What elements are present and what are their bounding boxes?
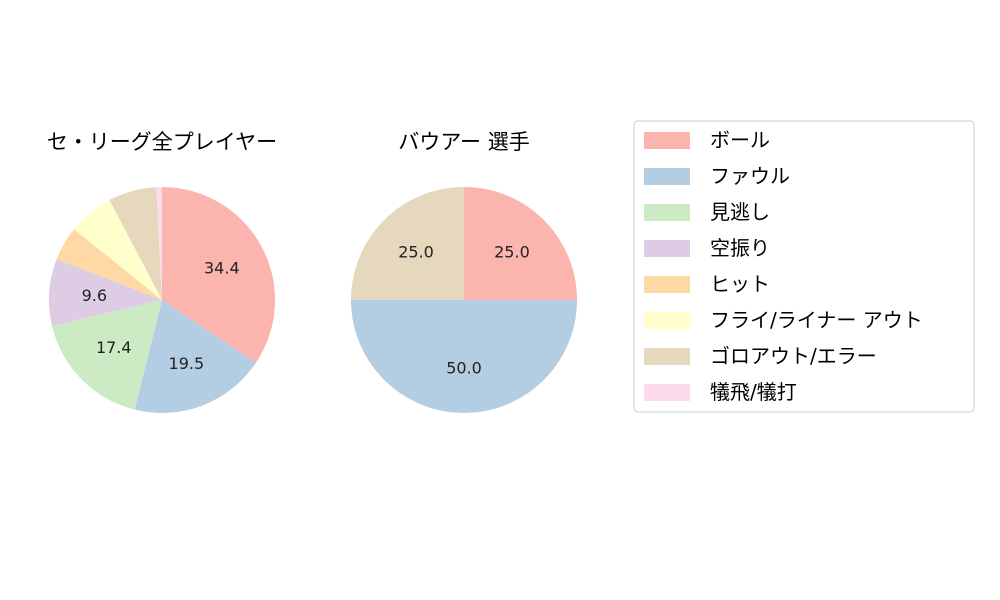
chart-title-league: セ・リーグ全プレイヤー xyxy=(47,130,277,154)
legend-swatch-0 xyxy=(644,132,690,149)
legend-label-0: ボール xyxy=(710,128,770,152)
slices-league xyxy=(49,187,275,413)
pie-slice-league-4 xyxy=(56,229,162,300)
slice-label-league-0: 34.4 xyxy=(204,259,240,278)
slice-label-league-1: 19.5 xyxy=(169,354,205,373)
slice-label-player-1: 50.0 xyxy=(446,358,482,377)
legend-swatch-6 xyxy=(644,348,690,365)
slice-label-player-6: 25.0 xyxy=(398,243,434,262)
slice-label-league-3: 9.6 xyxy=(82,286,107,305)
labels-player: 25.0 50.0 25.0 xyxy=(398,243,530,378)
pie-slice-player-1 xyxy=(351,300,577,413)
chart-title-player: バウアー 選手 xyxy=(398,130,529,154)
legend-label-7: 犠飛/犠打 xyxy=(710,380,797,404)
legend-swatch-7 xyxy=(644,384,690,401)
pie-chart-league: セ・リーグ全プレイヤー 34.4 19.5 17.4 9.6 xyxy=(47,130,277,413)
pie-slice-player-0 xyxy=(464,187,577,300)
slices-player xyxy=(351,187,577,413)
legend-label-3: 空振り xyxy=(710,236,770,260)
pie-slice-league-0 xyxy=(162,187,275,363)
legend-label-6: ゴロアウト/エラー xyxy=(710,344,877,368)
labels-league: 34.4 19.5 17.4 9.6 xyxy=(82,259,240,373)
slice-label-league-2: 17.4 xyxy=(96,338,132,357)
legend-label-5: フライ/ライナー アウト xyxy=(710,308,923,332)
pie-slice-league-7 xyxy=(156,187,162,300)
pie-slice-league-6 xyxy=(109,187,162,300)
legend-swatch-3 xyxy=(644,240,690,257)
pie-slice-league-5 xyxy=(74,199,162,300)
legend-label-1: ファウル xyxy=(710,164,790,188)
legend-frame xyxy=(633,120,975,413)
pie-slice-league-1 xyxy=(134,300,256,413)
pie-slice-league-2 xyxy=(52,300,162,410)
legend-swatch-4 xyxy=(644,276,690,293)
slice-label-player-0: 25.0 xyxy=(494,243,530,262)
legend-swatch-2 xyxy=(644,204,690,221)
pie-slice-league-3 xyxy=(49,259,162,327)
legend-label-2: 見逃し xyxy=(710,200,770,224)
pie-chart-player: バウアー 選手 25.0 50.0 25.0 xyxy=(351,130,577,413)
legend-swatch-1 xyxy=(644,168,690,185)
legend-swatch-5 xyxy=(644,312,690,329)
pie-slice-player-6 xyxy=(351,187,464,300)
legend-label-4: ヒット xyxy=(710,272,770,296)
